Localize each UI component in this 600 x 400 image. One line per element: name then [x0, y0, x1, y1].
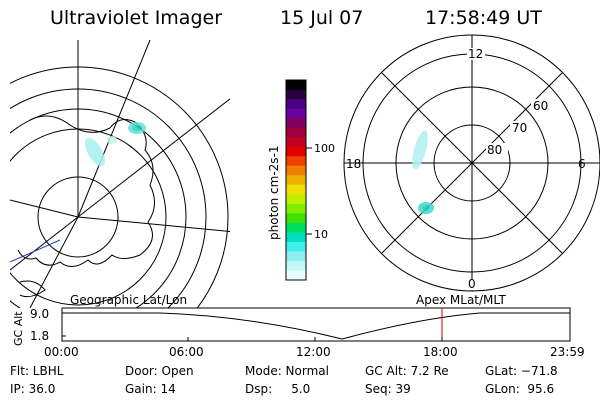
mlt-label-0: 0	[468, 277, 476, 291]
colorbar-segment	[286, 89, 306, 100]
mlt-label-12: 12	[468, 47, 483, 61]
colorbar-tick-10: 10	[314, 228, 328, 241]
x-tick-label: 18:00	[423, 345, 458, 359]
lat-label-80: 80	[487, 143, 502, 157]
colorbar-segment	[286, 118, 306, 129]
x-tick-label: 00:00	[44, 345, 79, 359]
geographic-map	[10, 40, 230, 308]
aurora-polar	[412, 130, 434, 214]
colorbar-frame	[285, 79, 307, 281]
label-bg	[531, 99, 553, 111]
longitude-line	[29, 216, 79, 308]
colorbar-segment	[286, 99, 306, 110]
colorbar-segment	[286, 222, 306, 233]
glon-info: GLon: 95.6	[485, 382, 555, 396]
orbit-track	[9, 239, 61, 263]
longitude-line	[10, 216, 79, 271]
seq-info: Seq: 39	[365, 382, 411, 396]
colorbar-unit-label: photon cm-2s-1	[267, 146, 281, 241]
door-info: Door: Open	[125, 364, 194, 378]
colorbar-segment	[286, 251, 306, 262]
lat-label-70: 70	[512, 121, 527, 135]
label-bg	[510, 121, 532, 133]
glat-info: GLat: −71.8	[485, 364, 558, 378]
x-tick-label: 23:59	[550, 345, 585, 359]
colorbar-segment	[286, 184, 306, 195]
latitude-circle	[10, 66, 229, 308]
colorbar-segment	[286, 203, 306, 214]
label-bg	[486, 143, 508, 155]
colorbar-segment	[286, 108, 306, 119]
altitude-curve	[62, 312, 570, 340]
colorbar-tick-100: 100	[314, 142, 335, 155]
longitude-line	[77, 40, 151, 218]
mode-info: Mode: Normal	[245, 364, 329, 378]
colorbar-segment	[286, 241, 306, 253]
alt-strip-frame	[61, 307, 571, 342]
longitude-line	[10, 199, 79, 218]
polar-plot	[343, 34, 600, 292]
time-label: 17:58:49 UT	[425, 7, 542, 29]
alt-strip-ylabel: GC Alt	[12, 311, 25, 346]
colorbar-segment	[286, 137, 306, 148]
imager-title: Ultraviolet Imager	[50, 7, 223, 29]
filter-info: Flt: LBHL	[10, 364, 64, 378]
x-tick-label: 06:00	[169, 345, 204, 359]
colorbar-segment	[286, 156, 306, 167]
gc-alt-info: GC Alt: 7.2 Re	[365, 364, 449, 378]
y-tick-label: 9.0	[30, 307, 50, 321]
dsp-info: Dsp: 5.0	[245, 382, 311, 396]
longitude-line	[77, 98, 230, 218]
colorbar-segment	[286, 127, 306, 138]
aurora-left	[84, 122, 146, 167]
coastline	[19, 280, 46, 298]
colorbar-segment	[286, 260, 306, 272]
gain-info: Gain: 14	[125, 382, 176, 396]
lat-label-60: 60	[533, 99, 548, 113]
x-tick-label: 12:00	[296, 345, 331, 359]
colorbar-segment	[286, 165, 306, 176]
colorbar-segment	[286, 270, 306, 281]
y-tick-label: 1.8	[30, 329, 50, 343]
colorbar-segment	[286, 232, 306, 243]
date-label: 15 Jul 07	[280, 7, 364, 29]
ip-info: IP: 36.0	[10, 382, 56, 396]
label-bg	[467, 48, 485, 60]
label-bg	[467, 279, 479, 290]
colorbar-segment	[286, 213, 306, 224]
colorbar-segment	[286, 146, 306, 157]
colorbar-segment	[286, 194, 306, 205]
colorbar-segment	[286, 80, 306, 91]
colorbar-segment	[286, 175, 306, 186]
mlt-label-18: 18	[346, 157, 361, 171]
coastline	[17, 115, 155, 267]
geographic-caption: Geographic Lat/Lon	[70, 293, 188, 307]
polar-caption: Apex MLat/MLT	[416, 293, 506, 307]
colorbar	[286, 80, 306, 281]
longitude-line	[77, 216, 230, 233]
mlt-label-6: 6	[578, 157, 586, 171]
